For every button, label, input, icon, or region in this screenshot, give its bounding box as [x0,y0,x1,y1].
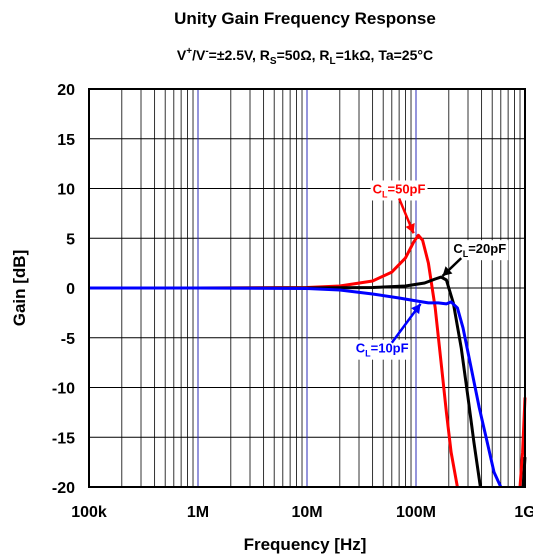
chart-subtitle: V+/V-=±2.5V, RS=50Ω, RL=1kΩ, Ta=25°C [177,46,433,67]
annotation-background [370,180,428,201]
subtitle-part: /V [192,47,206,63]
subtitle-part: =1kΩ, Ta=25°C [336,47,434,63]
series-line-0 [89,233,459,488]
annotation-arrowhead [411,303,421,315]
y-tick-label: -5 [61,331,75,348]
x-tick-label: 10M [291,504,322,521]
series-line-2 [89,286,503,488]
y-tick-label: -10 [52,381,75,398]
subtitle-part: =±2.5V, R [209,47,270,63]
plot-area-frame [88,88,526,488]
y-tick-label: 0 [66,281,75,298]
annotation-arrowhead [405,223,415,234]
x-tick-label: 1M [187,504,209,521]
series-lines [89,233,527,488]
subtitle-part: V [177,47,187,63]
subtitle-part: =50Ω, R [277,47,330,63]
annotation-arrowhead [442,266,453,277]
annotation-label: CL=50pF [373,181,426,199]
y-axis-label: Gain [dB] [10,250,29,327]
x-tick-label: 100M [396,504,436,521]
x-tick-label: 100k [71,504,107,521]
y-tick-label: 10 [57,182,75,199]
x-tick-label: 1G [514,504,533,521]
series-annotations: CL=50pF CL=20pF CL=10pF [353,180,509,360]
y-tick-label: 5 [66,231,75,248]
tick-labels: 20 15 10 5 0 -5 -10 -15 -20 100k 1M 10M 100M 1G [52,82,533,521]
y-tick-label: 15 [57,132,75,149]
annotation-0: CL=50pF [370,180,428,234]
chart-title: Unity Gain Frequency Response [174,9,436,28]
annotation-background [353,339,411,360]
subtitle-part: L [329,56,335,67]
annotation-background [451,240,509,261]
subtitle-part: - [205,46,208,57]
y-tick-label: -20 [52,480,75,497]
annotation-label: CL=10pF [356,341,409,359]
x-axis-label: Frequency [Hz] [244,535,367,554]
annotation-label: CL=20pF [453,241,506,259]
series-line-1 [89,275,482,488]
annotation-1: CL=20pF [441,240,509,277]
subtitle-part: S [270,56,277,67]
y-tick-label: 20 [57,82,75,99]
y-tick-label: -15 [52,430,75,447]
subtitle-part: + [186,46,192,57]
annotation-2: CL=10pF [353,303,422,360]
